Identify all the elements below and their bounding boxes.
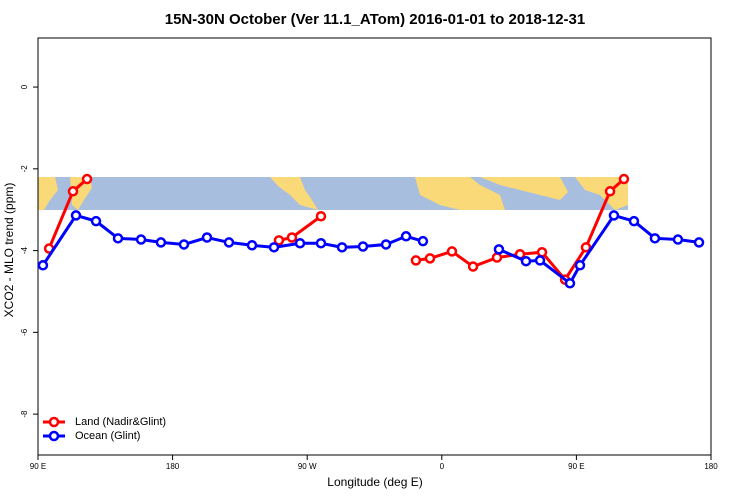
- point: [424, 253, 436, 264]
- point: [604, 186, 616, 197]
- chart-title: 15N-30N October (Ver 11.1_ATom) 2016-01-…: [165, 11, 585, 28]
- point: [273, 235, 285, 246]
- point: [294, 237, 306, 249]
- point: [90, 215, 102, 227]
- map-band: [38, 177, 628, 210]
- point: [155, 237, 167, 248]
- point: [286, 232, 298, 243]
- y-axis-label: XCO2 - MLO trend (ppm): [2, 183, 16, 318]
- point: [580, 242, 592, 253]
- point: [649, 233, 661, 244]
- point: [246, 240, 258, 251]
- point: [315, 237, 327, 249]
- point: [564, 278, 576, 289]
- legend-label: Ocean (Glint): [75, 430, 140, 442]
- point: [628, 215, 640, 227]
- point: [536, 246, 548, 258]
- series-line: [41, 213, 700, 286]
- point: [618, 173, 630, 185]
- x-tick-label: 90 E: [568, 462, 584, 471]
- point: [491, 252, 503, 263]
- point: [672, 234, 684, 245]
- point: [574, 260, 586, 271]
- point: [223, 237, 235, 248]
- y-tick-label: 0: [20, 84, 29, 89]
- plot-frame: [37, 37, 712, 456]
- legend-label: Land (Nadir&Glint): [75, 416, 166, 428]
- point: [417, 235, 429, 247]
- x-axis-label: Longitude (deg E): [327, 475, 422, 489]
- point: [357, 241, 369, 252]
- y-tick-label: -8: [20, 410, 29, 418]
- x-tick-label: 0: [440, 462, 445, 471]
- x-tick-label: 90 W: [298, 462, 317, 471]
- point: [493, 244, 505, 255]
- point: [315, 210, 327, 222]
- x-tick-label: 90 E: [30, 462, 46, 471]
- point: [520, 255, 532, 267]
- point: [67, 186, 79, 197]
- point: [534, 255, 546, 266]
- point: [201, 232, 213, 243]
- x-tick-label: 180: [166, 462, 180, 471]
- legend-marker: [48, 430, 60, 442]
- point: [112, 233, 124, 244]
- point: [268, 242, 280, 253]
- point: [380, 239, 392, 250]
- point: [336, 242, 348, 253]
- point: [410, 255, 422, 266]
- point: [81, 173, 93, 185]
- point: [37, 260, 49, 271]
- point: [70, 210, 82, 221]
- y-tick-label: -2: [20, 165, 29, 173]
- point: [467, 261, 479, 272]
- y-tick-label: -4: [20, 246, 29, 254]
- point: [178, 239, 190, 250]
- point: [400, 231, 412, 242]
- y-tick-label: -6: [20, 328, 29, 336]
- point: [608, 210, 620, 221]
- point: [693, 237, 705, 248]
- legend-marker: [48, 416, 60, 428]
- point: [135, 234, 147, 245]
- point: [446, 246, 458, 257]
- x-tick-label: 180: [704, 462, 718, 471]
